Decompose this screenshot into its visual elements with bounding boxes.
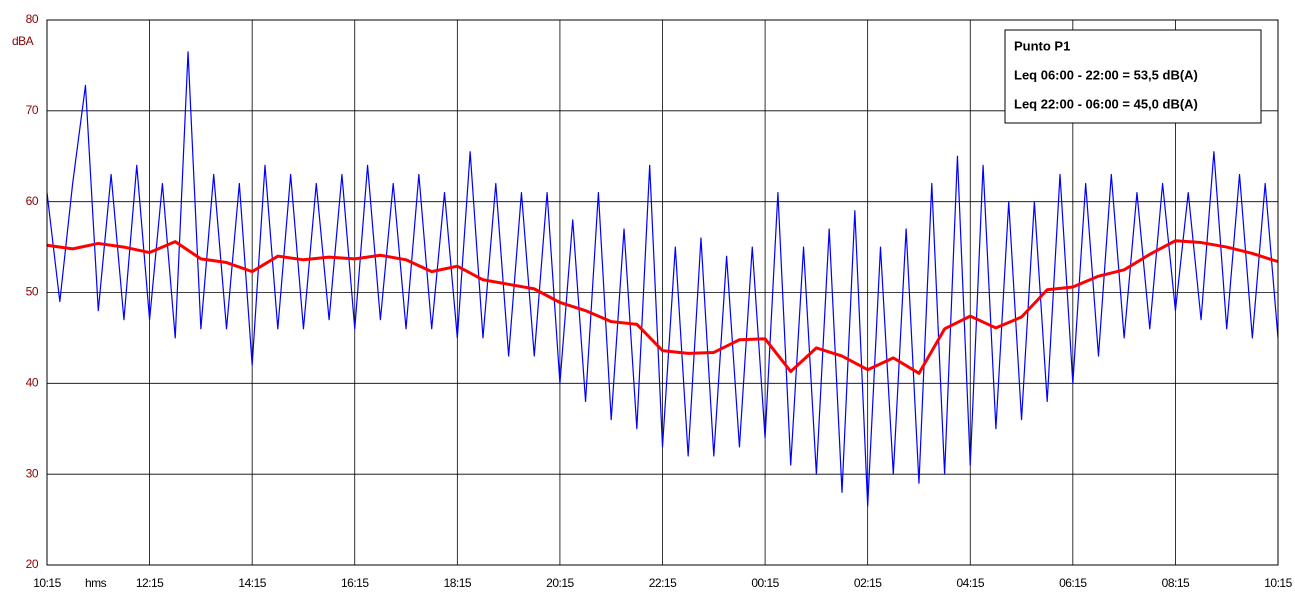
y-tick-label: 60 — [26, 194, 39, 208]
data-line — [46, 239, 1279, 375]
x-tick-label: 10:15 — [33, 576, 61, 590]
y-tick-label: 30 — [26, 466, 39, 480]
data-line — [46, 51, 1279, 507]
x-axis-label: hms — [85, 576, 107, 590]
x-tick-label: 06:15 — [1059, 576, 1087, 590]
y-tick-label: 80 — [26, 12, 39, 26]
x-tick-label: 12:15 — [136, 576, 164, 590]
x-tick-label: 16:15 — [341, 576, 369, 590]
y-axis-label: dBA — [12, 34, 34, 48]
x-tick-label: 10:15 — [1264, 576, 1292, 590]
x-tick-label: 00:15 — [751, 576, 779, 590]
legend-frame — [1004, 29, 1262, 124]
annotation: Leq 06:00 - 22:00 = 53,5 dB(A) — [1014, 67, 1198, 82]
x-tick-label: 04:15 — [956, 576, 984, 590]
y-tick-label: 70 — [26, 103, 39, 117]
x-tick-label: 14:15 — [238, 576, 266, 590]
x-tick-label: 18:15 — [444, 576, 472, 590]
legend-box: Punto P1 Leq 06:00 - 22:00 = 53,5 dB(A) Le… — [1004, 29, 1262, 124]
x-tick-label: 20:15 — [546, 576, 574, 590]
x-tick-label: 22:15 — [649, 576, 677, 590]
y-tick-label: 20 — [26, 557, 39, 571]
plot-border — [46, 19, 1279, 566]
x-tick-label: 08:15 — [1162, 576, 1190, 590]
x-tick-label: 02:15 — [854, 576, 882, 590]
y-tick-label: 40 — [26, 376, 39, 390]
annotation: Punto P1 — [1014, 38, 1070, 53]
y-tick-label: 50 — [26, 285, 39, 299]
annotation: Leq 22:00 - 06:00 = 45,0 dB(A) — [1014, 96, 1198, 111]
